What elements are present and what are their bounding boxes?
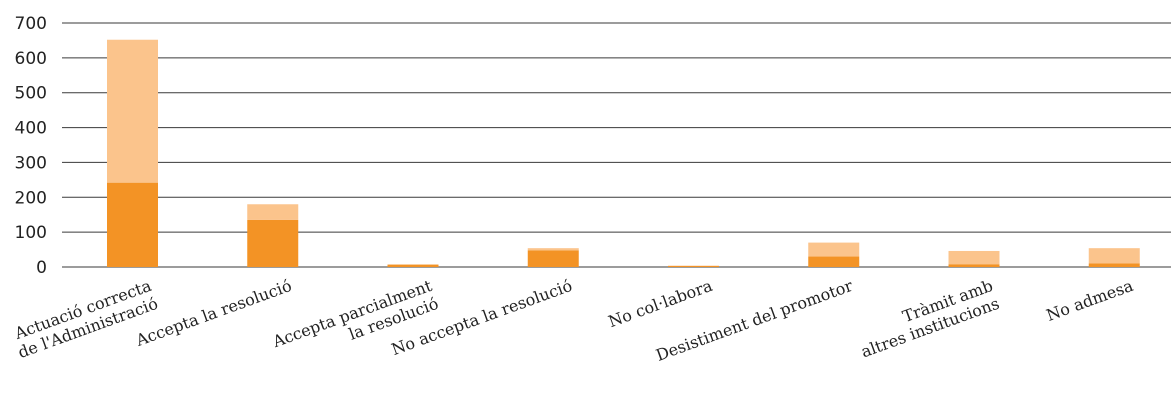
y-tick-label: 500: [15, 84, 47, 104]
bar-segment: [949, 251, 1000, 264]
x-tick-label: Tràmit ambaltres institucions: [852, 276, 1002, 362]
x-tick-label: Actuació correctade l'Administració: [9, 276, 161, 362]
x-tick-label: Accepta la resolució: [132, 276, 294, 350]
bar-segment: [247, 220, 298, 267]
y-tick-label: 700: [15, 14, 47, 34]
x-axis-ticks: Actuació correctade l'AdministracióAccep…: [9, 276, 1136, 370]
y-tick-label: 300: [15, 153, 47, 173]
y-axis-ticks: 0 100 200 300 400 500 600 700: [15, 14, 47, 278]
bar-segment: [528, 248, 579, 250]
bar-segment: [949, 264, 1000, 267]
y-tick-label: 100: [15, 223, 47, 243]
x-tick-label: No admesa: [1044, 276, 1136, 325]
bar-segment: [528, 250, 579, 267]
bar-segment: [107, 40, 158, 183]
x-tick-label-line: No admesa: [1044, 276, 1136, 325]
gridlines: [62, 23, 1171, 267]
x-tick-label: No col·labora: [606, 276, 716, 331]
y-tick-label: 200: [15, 188, 47, 208]
x-tick-label-line: No col·labora: [606, 276, 716, 331]
y-tick-label: 600: [15, 49, 47, 69]
bar-segment: [808, 243, 859, 257]
x-tick-label: Accepta parcialmentla resolució: [269, 276, 441, 370]
bar-segment: [388, 265, 439, 267]
bar-segment: [668, 266, 719, 267]
bar-segment: [1089, 248, 1140, 263]
bar-segment: [1089, 264, 1140, 267]
y-tick-label: 0: [36, 258, 47, 278]
bars: [107, 40, 1140, 267]
bar-segment: [808, 257, 859, 267]
bar-segment: [247, 204, 298, 220]
y-tick-label: 400: [15, 119, 47, 139]
x-tick-label-line: Accepta la resolució: [132, 276, 294, 350]
bar-segment: [107, 183, 158, 267]
